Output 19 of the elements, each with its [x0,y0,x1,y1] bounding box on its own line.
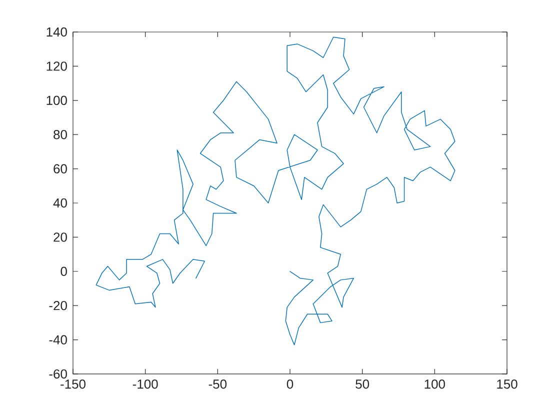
x-tick-label: 100 [424,380,445,389]
x-tick-label: -150 [60,380,86,389]
y-tick-label: 0 [60,266,67,276]
y-tick-label: -40 [49,335,67,344]
y-tick-label: 100 [46,96,67,105]
x-tick-label: 150 [497,380,518,389]
y-tick-label: 120 [46,62,67,71]
line-series [96,36,456,346]
y-tick-label: -60 [49,369,67,379]
y-tick-label: 60 [54,164,67,174]
x-tick-label: -100 [132,380,158,389]
x-tick-label: 50 [356,380,370,389]
y-tick-label: 140 [46,27,67,37]
y-tick-label: 40 [53,198,67,208]
x-tick-label: 0 [286,380,294,389]
y-tick-label: 80 [54,130,67,140]
y-tick-label: 20 [54,232,67,242]
x-tick-label: -50 [208,380,227,389]
y-tick-label: -20 [49,300,67,310]
